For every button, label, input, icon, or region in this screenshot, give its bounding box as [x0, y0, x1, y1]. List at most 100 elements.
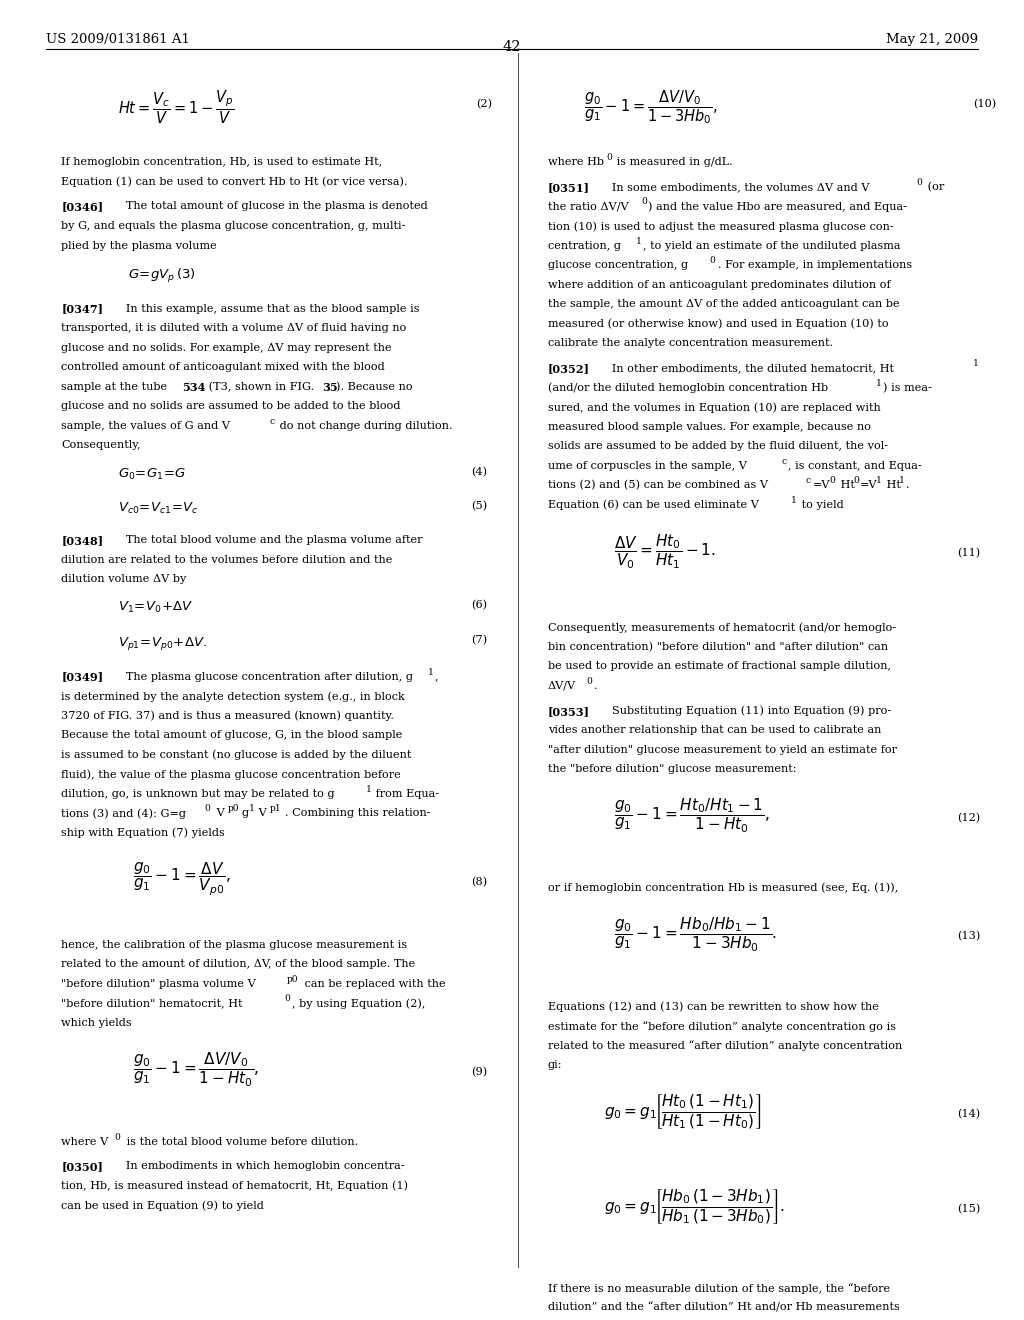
Text: the ratio ΔV/V: the ratio ΔV/V: [548, 202, 629, 211]
Text: ume of corpuscles in the sample, V: ume of corpuscles in the sample, V: [548, 461, 746, 471]
Text: 1: 1: [366, 785, 372, 793]
Text: is determined by the analyte detection system (e.g., in block: is determined by the analyte detection s…: [61, 692, 406, 702]
Text: $g_0 = g_1\!\left[\dfrac{Hb_0\,(1 - 3Hb_1)}{Hb_1\,(1 - 3Hb_0)}\right].$: $g_0 = g_1\!\left[\dfrac{Hb_0\,(1 - 3Hb_…: [604, 1188, 784, 1226]
Text: gi:: gi:: [548, 1060, 562, 1071]
Text: In embodiments in which hemoglobin concentra-: In embodiments in which hemoglobin conce…: [115, 1162, 404, 1171]
Text: (11): (11): [957, 548, 981, 558]
Text: 0: 0: [606, 153, 612, 162]
Text: related to the amount of dilution, ΔV, of the blood sample. The: related to the amount of dilution, ΔV, o…: [61, 960, 416, 969]
Text: dilution are related to the volumes before dilution and the: dilution are related to the volumes befo…: [61, 554, 393, 565]
Text: sured, and the volumes in Equation (10) are replaced with: sured, and the volumes in Equation (10) …: [548, 403, 881, 413]
Text: US 2009/0131861 A1: US 2009/0131861 A1: [46, 33, 190, 46]
Text: If there is no measurable dilution of the sample, the “before: If there is no measurable dilution of th…: [548, 1283, 890, 1294]
Text: .: .: [594, 681, 597, 690]
Text: plied by the plasma volume: plied by the plasma volume: [61, 240, 217, 251]
Text: 0: 0: [710, 256, 716, 265]
Text: (or: (or: [924, 182, 944, 193]
Text: May 21, 2009: May 21, 2009: [886, 33, 978, 46]
Text: ΔV/V: ΔV/V: [548, 681, 575, 690]
Text: ,: ,: [434, 672, 437, 681]
Text: 1: 1: [899, 477, 905, 486]
Text: "after dilution" glucose measurement to yield an estimate for: "after dilution" glucose measurement to …: [548, 744, 897, 755]
Text: "before dilution" plasma volume V: "before dilution" plasma volume V: [61, 979, 256, 989]
Text: $\dfrac{g_0}{g_1} - 1 = \dfrac{Ht_0/Ht_1 - 1}{1 - Ht_0},$: $\dfrac{g_0}{g_1} - 1 = \dfrac{Ht_0/Ht_1…: [614, 797, 770, 836]
Text: 0: 0: [285, 994, 291, 1003]
Text: or if hemoglobin concentration Hb is measured (see, Eq. (1)),: or if hemoglobin concentration Hb is mea…: [548, 883, 898, 894]
Text: where V: where V: [61, 1137, 109, 1147]
Text: (12): (12): [957, 813, 981, 824]
Text: transported, it is diluted with a volume ΔV of fluid having no: transported, it is diluted with a volume…: [61, 323, 407, 333]
Text: Equation (6) can be used eliminate V: Equation (6) can be used eliminate V: [548, 500, 759, 511]
Text: . For example, in implementations: . For example, in implementations: [718, 260, 912, 271]
Text: can be replaced with the: can be replaced with the: [301, 979, 445, 989]
Text: [0349]: [0349]: [61, 672, 103, 682]
Text: ) and the value Hbo are measured, and Equa-: ) and the value Hbo are measured, and Eq…: [648, 202, 907, 213]
Text: p0: p0: [227, 804, 239, 813]
Text: "before dilution" hematocrit, Ht: "before dilution" hematocrit, Ht: [61, 998, 243, 1008]
Text: , is constant, and Equa-: , is constant, and Equa-: [788, 461, 922, 471]
Text: .: .: [906, 480, 909, 490]
Text: 0: 0: [916, 178, 923, 187]
Text: c: c: [781, 457, 786, 466]
Text: , to yield an estimate of the undiluted plasma: , to yield an estimate of the undiluted …: [643, 240, 900, 251]
Text: glucose and no solids are assumed to be added to the blood: glucose and no solids are assumed to be …: [61, 401, 401, 412]
Text: $G\!=\!gV_p\,(3)$: $G\!=\!gV_p\,(3)$: [128, 267, 196, 285]
Text: , by using Equation (2),: , by using Equation (2),: [292, 998, 425, 1008]
Text: be used to provide an estimate of fractional sample dilution,: be used to provide an estimate of fracti…: [548, 661, 891, 672]
Text: (7): (7): [471, 635, 487, 645]
Text: $V_{p1}\!=\!V_{p0}\!+\!\Delta V.$: $V_{p1}\!=\!V_{p0}\!+\!\Delta V.$: [118, 635, 207, 652]
Text: g: g: [242, 808, 249, 818]
Text: Equations (12) and (13) can be rewritten to show how the: Equations (12) and (13) can be rewritten…: [548, 1002, 879, 1012]
Text: 1: 1: [636, 236, 642, 246]
Text: 1: 1: [876, 477, 882, 486]
Text: 1: 1: [791, 496, 797, 504]
Text: In this example, assume that as the blood sample is: In this example, assume that as the bloo…: [115, 304, 419, 314]
Text: p1: p1: [269, 804, 281, 813]
Text: [0353]: [0353]: [548, 706, 590, 717]
Text: 0: 0: [853, 477, 859, 486]
Text: calibrate the analyte concentration measurement.: calibrate the analyte concentration meas…: [548, 338, 833, 348]
Text: 0: 0: [115, 1133, 121, 1142]
Text: [0346]: [0346]: [61, 202, 103, 213]
Text: 35: 35: [323, 381, 338, 393]
Text: 3720 of FIG. 37) and is thus a measured (known) quantity.: 3720 of FIG. 37) and is thus a measured …: [61, 710, 394, 721]
Text: [0352]: [0352]: [548, 363, 590, 374]
Text: dilution volume ΔV by: dilution volume ΔV by: [61, 574, 186, 585]
Text: is assumed to be constant (no glucose is added by the diluent: is assumed to be constant (no glucose is…: [61, 750, 412, 760]
Text: Equation (1) can be used to convert Hb to Ht (or vice versa).: Equation (1) can be used to convert Hb t…: [61, 177, 408, 187]
Text: dilution, go, is unknown but may be related to g: dilution, go, is unknown but may be rela…: [61, 789, 335, 799]
Text: is measured in g/dL.: is measured in g/dL.: [613, 157, 733, 168]
Text: vides another relationship that can be used to calibrate an: vides another relationship that can be u…: [548, 725, 882, 735]
Text: Substituting Equation (11) into Equation (9) pro-: Substituting Equation (11) into Equation…: [601, 706, 891, 717]
Text: $\dfrac{g_0}{g_1} - 1 = \dfrac{Hb_0/Hb_1 - 1}{1 - 3Hb_0}.$: $\dfrac{g_0}{g_1} - 1 = \dfrac{Hb_0/Hb_1…: [614, 916, 777, 954]
Text: (6): (6): [471, 601, 487, 611]
Text: tions (2) and (5) can be combined as V: tions (2) and (5) can be combined as V: [548, 480, 768, 491]
Text: c: c: [806, 477, 811, 486]
Text: In other embodiments, the diluted hematocrit, Ht: In other embodiments, the diluted hemato…: [601, 363, 894, 374]
Text: Ht: Ht: [837, 480, 854, 490]
Text: tions (3) and (4): G=g: tions (3) and (4): G=g: [61, 808, 186, 818]
Text: sample, the values of G and V: sample, the values of G and V: [61, 421, 230, 430]
Text: [0351]: [0351]: [548, 182, 590, 193]
Text: measured blood sample values. For example, because no: measured blood sample values. For exampl…: [548, 421, 870, 432]
Text: estimate for the “before dilution” analyte concentration go is: estimate for the “before dilution” analy…: [548, 1020, 896, 1032]
Text: do not change during dilution.: do not change during dilution.: [276, 421, 453, 430]
Text: 0: 0: [829, 477, 836, 486]
Text: $\dfrac{g_0}{g_1} - 1 = \dfrac{\Delta V/V_0}{1 - Ht_0},$: $\dfrac{g_0}{g_1} - 1 = \dfrac{\Delta V/…: [133, 1051, 259, 1089]
Text: V: V: [213, 808, 224, 818]
Text: (14): (14): [957, 1109, 981, 1119]
Text: $\dfrac{g_0}{g_1} - 1 = \dfrac{\Delta V}{V_{p0}},$: $\dfrac{g_0}{g_1} - 1 = \dfrac{\Delta V}…: [133, 861, 230, 898]
Text: Consequently,: Consequently,: [61, 441, 141, 450]
Text: $G_0\!=\!G_1\!=\!G$: $G_0\!=\!G_1\!=\!G$: [118, 466, 186, 482]
Text: . Combining this relation-: . Combining this relation-: [285, 808, 430, 818]
Text: related to the measured “after dilution” analyte concentration: related to the measured “after dilution”…: [548, 1040, 902, 1051]
Text: 0: 0: [205, 804, 211, 813]
Text: 42: 42: [503, 40, 521, 54]
Text: the "before dilution" glucose measurement:: the "before dilution" glucose measuremen…: [548, 764, 797, 775]
Text: 534: 534: [182, 381, 206, 393]
Text: measured (or otherwise know) and used in Equation (10) to: measured (or otherwise know) and used in…: [548, 318, 889, 329]
Text: The total blood volume and the plasma volume after: The total blood volume and the plasma vo…: [115, 535, 422, 545]
Text: If hemoglobin concentration, Hb, is used to estimate Ht,: If hemoglobin concentration, Hb, is used…: [61, 157, 383, 168]
Text: p0: p0: [287, 975, 298, 983]
Text: 1: 1: [249, 804, 255, 813]
